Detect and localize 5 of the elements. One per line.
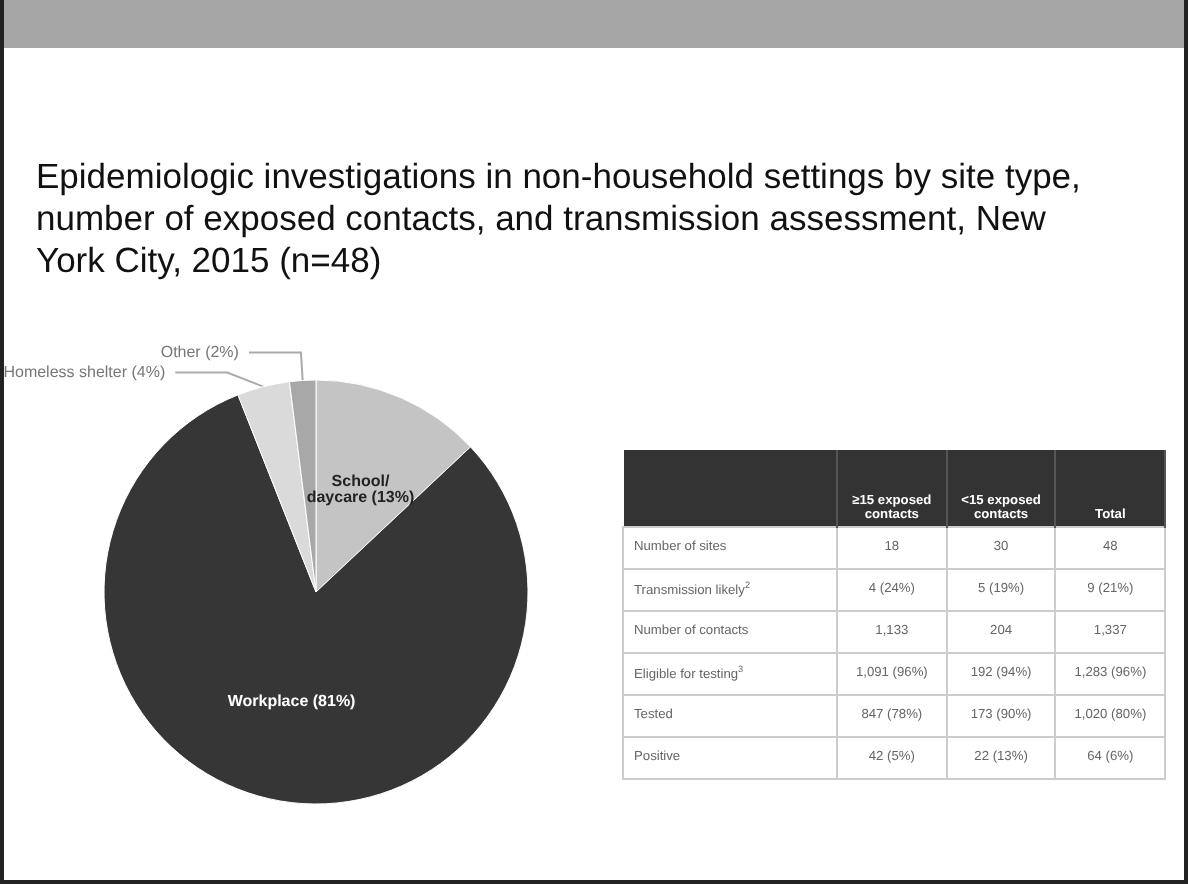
slice-label: Other (2%) [160,343,240,362]
slice-label: School/ daycare (13%) [306,472,415,507]
slice-label: Workplace (81%) [227,692,357,711]
chart-title: Epidemiologic investigations in non-household settings by site type, number of exposed contacts, and transmission assessment, New York City, 2015 (n=48) [36,156,1083,282]
slice-label: Homeless shelter (4%) [3,363,166,382]
